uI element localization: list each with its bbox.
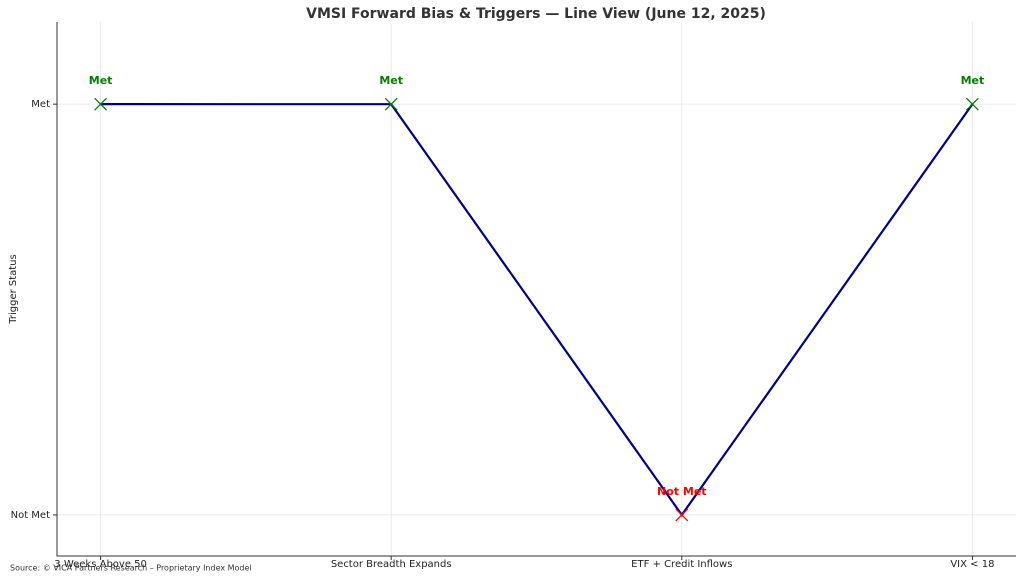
x-tick-label: Sector Breadth Expands bbox=[331, 559, 452, 570]
data-label: Met bbox=[89, 74, 113, 87]
x-tick-label: VIX < 18 bbox=[950, 559, 994, 570]
y-axis-label: Trigger Status bbox=[8, 254, 19, 325]
chart-title: VMSI Forward Bias & Triggers — Line View… bbox=[306, 6, 766, 22]
x-tick-label: 3 Weeks Above 50 bbox=[54, 559, 147, 570]
data-label: Met bbox=[379, 74, 403, 87]
data-label: Not Met bbox=[657, 485, 707, 498]
data-label: Met bbox=[961, 74, 985, 87]
marker bbox=[965, 97, 979, 111]
y-tick-label: Met bbox=[31, 99, 50, 110]
x-tick-label: ETF + Credit Inflows bbox=[631, 559, 732, 570]
marker bbox=[384, 97, 398, 111]
line bbox=[100, 103, 974, 517]
marker bbox=[94, 97, 108, 111]
axes bbox=[56, 22, 1016, 557]
source-note: Source: © VICA Partners Research – Propr… bbox=[10, 564, 252, 573]
marker bbox=[675, 508, 689, 522]
y-tick-label: Not Met bbox=[11, 510, 50, 521]
